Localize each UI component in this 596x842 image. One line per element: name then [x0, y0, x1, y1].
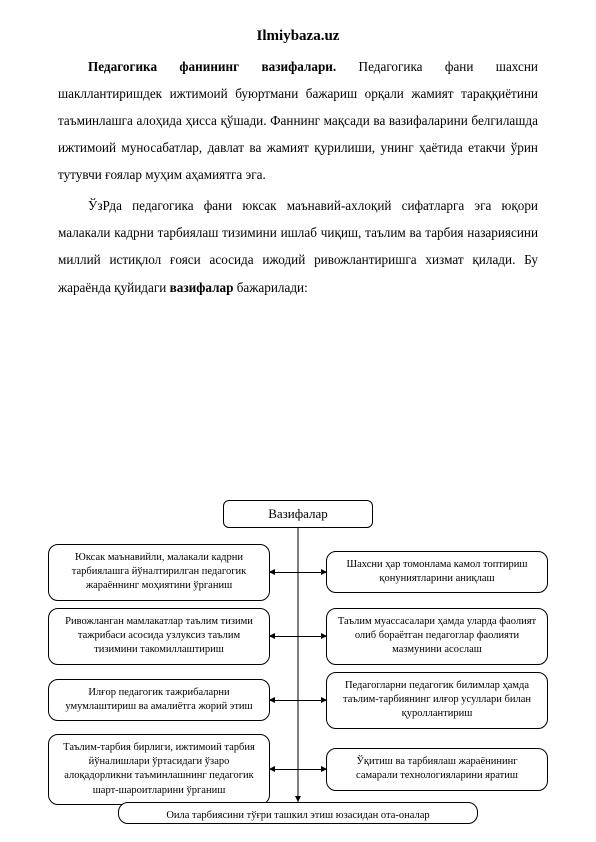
diagram-row: Юксак маънавийли, малакали кадрни тарбия… — [48, 544, 548, 601]
diagram-node-right: Таълим муассасалари ҳамда уларда фаолият… — [326, 608, 548, 665]
para1-rest: Педагогика фани шахсни шакллантиришдек и… — [58, 59, 538, 182]
paragraph-2: ЎзРда педагогика фани юксак маънавий-ахл… — [58, 192, 538, 300]
diagram-node-left: Ривожланган мамлакатлар таълим тизими та… — [48, 608, 270, 665]
diagram-row: Таълим-тарбия бирлиги, ижтимоий тарбия й… — [48, 734, 548, 805]
diagram-connector — [270, 769, 326, 770]
diagram-node-left: Юксак маънавийли, малакали кадрни тарбия… — [48, 544, 270, 601]
para2-bold: вазифалар — [170, 280, 234, 295]
diagram-connector — [270, 636, 326, 637]
diagram-row: Ривожланган мамлакатлар таълим тизими та… — [48, 608, 548, 665]
diagram-bottom-node: Оила тарбиясини тўғри ташкил этиш юзасид… — [118, 802, 478, 824]
para2-b: бажарилади: — [233, 280, 307, 295]
site-title: Ilmiybaza.uz — [58, 28, 538, 45]
diagram-node-right: Педагогларни педагогик билимлар ҳамда та… — [326, 672, 548, 729]
diagram-node-right: Ўқитиш ва тарбиялаш жараёнининг самарали… — [326, 748, 548, 790]
paragraph-1: Педагогика фанининг вазифалари. Педагоги… — [58, 53, 538, 188]
diagram-row: Илғор педагогик тажрибаларни умумлаштири… — [48, 672, 548, 729]
diagram-node-left: Илғор педагогик тажрибаларни умумлаштири… — [48, 679, 270, 721]
diagram-node-right: Шахсни ҳар томонлама камол топтириш қону… — [326, 551, 548, 593]
para1-lead: Педагогика фанининг вазифалари. — [88, 59, 336, 74]
diagram-connector — [270, 572, 326, 573]
diagram-connector — [270, 700, 326, 701]
diagram-root: Вазифалар — [223, 500, 373, 528]
diagram-node-left: Таълим-тарбия бирлиги, ижтимоий тарбия й… — [48, 734, 270, 805]
